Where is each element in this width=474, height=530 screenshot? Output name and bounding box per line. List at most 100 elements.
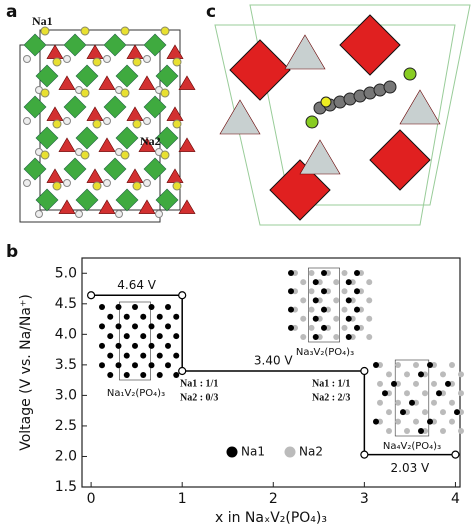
na1-site: [312, 334, 319, 340]
x-tick-label: 3: [360, 491, 369, 507]
na2-site: [449, 362, 455, 368]
y-tick-label: 3.5: [55, 357, 77, 373]
na-atom: [80, 26, 90, 36]
na1-site: [132, 342, 138, 349]
na1-site: [312, 279, 319, 286]
na2-site: [300, 334, 307, 340]
na-atom: [160, 150, 170, 160]
y-tick-label: 1.5: [55, 479, 77, 495]
octahedron: [63, 157, 87, 181]
legend-marker: [226, 446, 238, 458]
na1-site: [148, 323, 155, 330]
octahedron: [23, 157, 47, 181]
na1-site: [165, 342, 171, 349]
na2-site: [308, 288, 315, 295]
na1-site: [165, 362, 171, 369]
na-atom: [40, 88, 50, 98]
na2-site: [404, 428, 410, 434]
na2-site: [300, 315, 307, 322]
na2-site: [413, 380, 419, 387]
tetrahedron: [399, 89, 441, 125]
na-atom: [52, 57, 62, 67]
octahedron: [143, 157, 167, 181]
na-atom: [80, 88, 90, 98]
na-atom: [155, 210, 163, 218]
na1-site: [312, 315, 319, 322]
na1-site: [345, 334, 352, 340]
na-atom: [63, 117, 71, 125]
na2-site: [341, 306, 348, 313]
na1-site: [140, 352, 147, 359]
tetrahedron: [126, 44, 144, 59]
octahedron: [35, 126, 59, 150]
na1-site: [418, 371, 424, 378]
vertex-marker: [178, 291, 187, 300]
tetrahedron: [299, 139, 341, 175]
na-atom: [172, 119, 182, 129]
na-atom: [92, 57, 102, 67]
octahedron: [103, 33, 127, 57]
inset-cell: [394, 359, 430, 437]
na2-site: [308, 306, 315, 313]
tetrahedron: [46, 44, 64, 59]
na1-site: [173, 372, 180, 378]
na1-site: [321, 270, 327, 276]
na1-site: [99, 304, 105, 310]
na1-site: [148, 362, 155, 369]
na1-site: [123, 372, 130, 378]
octahedron: [63, 33, 87, 57]
x-tick-label: 2: [269, 491, 278, 507]
na2-site: [395, 362, 401, 368]
na1-site: [107, 313, 114, 320]
na1-site: [391, 380, 397, 387]
na2-site: [458, 390, 464, 397]
tetrahedron: [138, 75, 156, 90]
na1-site: [107, 352, 114, 359]
x-tick-label: 1: [178, 491, 187, 507]
na2-site: [377, 399, 383, 406]
na1-site: [427, 418, 433, 425]
site-label: Na1: [32, 14, 53, 28]
na2-site: [366, 334, 373, 340]
na2-site: [333, 279, 340, 286]
na1-site: [454, 409, 460, 416]
inset-label: Na₁V₂(PO₄)₃: [107, 388, 165, 399]
octahedron: [75, 188, 99, 212]
tetrahedron: [86, 168, 104, 183]
octahedron: [75, 64, 99, 88]
na2-site: [300, 279, 307, 286]
na2-site: [422, 390, 428, 397]
na1-site: [99, 323, 105, 330]
inset-cell: [119, 301, 151, 381]
na2-site: [386, 428, 392, 434]
na-atom: [103, 55, 111, 63]
na1-site: [107, 372, 114, 378]
cell-frame: [249, 4, 471, 206]
na1-site: [132, 362, 138, 369]
na-atom: [172, 57, 182, 67]
na1-site: [165, 323, 171, 330]
octahedron: [23, 33, 47, 57]
na1-site: [445, 380, 451, 387]
na-atom: [132, 57, 142, 67]
tetrahedron: [284, 34, 326, 70]
na-atom: [52, 181, 62, 191]
na2-site: [449, 418, 455, 425]
tetrahedron: [58, 75, 76, 90]
na-atom: [23, 117, 31, 125]
na2-site: [341, 324, 348, 331]
inset-label: Na₃V₂(PO₄)₃: [296, 347, 354, 358]
na-atom: [115, 210, 123, 218]
na-atom: [160, 88, 170, 98]
occupancy-label: Na2 : 0/3: [180, 392, 218, 403]
na2-site: [386, 371, 392, 378]
na1-site: [156, 333, 163, 340]
tetrahedron: [219, 99, 261, 135]
molecule-atom: [383, 80, 397, 94]
structure-illustrations: [19, 4, 471, 226]
y-tick-label: 3.0: [55, 387, 77, 403]
na1-site: [354, 324, 360, 331]
na1-site: [123, 333, 130, 340]
tetrahedron: [166, 168, 184, 183]
vertex-marker: [87, 291, 96, 300]
